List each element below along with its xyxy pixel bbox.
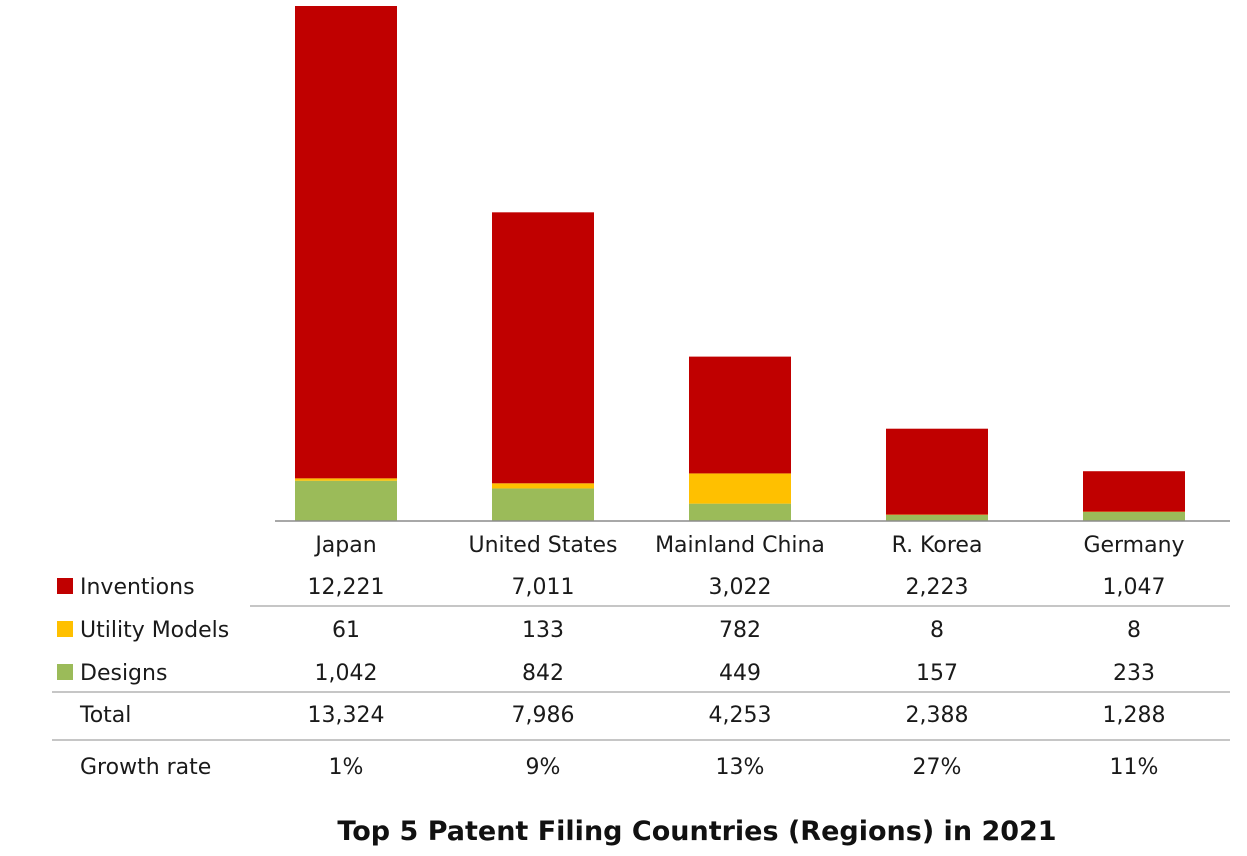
- bar-designs-r-korea: [886, 515, 988, 521]
- table-cell-designs-united-states: 842: [522, 661, 564, 686]
- legend-swatch-inventions: [57, 578, 73, 594]
- table-cell-total-united-states: 7,986: [512, 703, 575, 728]
- table-cell-growth-rate-mainland-china: 13%: [716, 755, 765, 780]
- category-label-germany: Germany: [1083, 533, 1184, 558]
- table-cell-inventions-united-states: 7,011: [512, 575, 575, 600]
- category-label-united-states: United States: [469, 533, 618, 558]
- table-cell-total-japan: 13,324: [308, 703, 385, 728]
- table-cell-inventions-mainland-china: 3,022: [709, 575, 772, 600]
- bar-designs-japan: [295, 481, 397, 521]
- bar-inventions-japan: [295, 6, 397, 478]
- data-table: Inventions 12,221 7,011 3,022 2,223 1,047 Util…: [52, 575, 1230, 780]
- bar-inventions-united-states: [492, 212, 594, 483]
- bar-utility-models-japan: [295, 478, 397, 480]
- table-cell-designs-mainland-china: 449: [719, 661, 761, 686]
- legend-label-inventions: Inventions: [80, 575, 195, 600]
- bar-utility-models-mainland-china: [689, 473, 791, 503]
- bar-designs-germany: [1083, 512, 1185, 521]
- table-cell-growth-rate-r-korea: 27%: [913, 755, 962, 780]
- table-cell-utility-models-united-states: 133: [522, 618, 564, 643]
- table-cell-total-germany: 1,288: [1103, 703, 1166, 728]
- category-label-mainland-china: Mainland China: [655, 533, 825, 558]
- table-cell-inventions-japan: 12,221: [308, 575, 385, 600]
- table-cell-designs-japan: 1,042: [315, 661, 378, 686]
- table-cell-total-mainland-china: 4,253: [709, 703, 772, 728]
- table-cell-designs-r-korea: 157: [916, 661, 958, 686]
- legend-label-designs: Designs: [80, 661, 167, 686]
- table-cell-utility-models-germany: 8: [1127, 618, 1141, 643]
- table-cell-growth-rate-united-states: 9%: [526, 755, 561, 780]
- bar-designs-mainland-china: [689, 504, 791, 521]
- legend-label-utility-models: Utility Models: [80, 618, 229, 643]
- bars-group: [295, 6, 1185, 521]
- legend-swatch-designs: [57, 664, 73, 680]
- table-cell-inventions-r-korea: 2,223: [906, 575, 969, 600]
- bar-inventions-r-korea: [886, 429, 988, 515]
- table-cell-growth-rate-japan: 1%: [329, 755, 364, 780]
- table-cell-utility-models-r-korea: 8: [930, 618, 944, 643]
- table-row-label-total: Total: [79, 703, 131, 728]
- bar-designs-united-states: [492, 488, 594, 521]
- category-labels: Japan United States Mainland China R. Korea…: [313, 533, 1184, 558]
- legend-swatch-utility-models: [57, 621, 73, 637]
- bar-inventions-mainland-china: [689, 357, 791, 474]
- table-cell-total-r-korea: 2,388: [906, 703, 969, 728]
- table-cell-growth-rate-germany: 11%: [1110, 755, 1159, 780]
- category-label-r-korea: R. Korea: [892, 533, 983, 558]
- category-label-japan: Japan: [313, 533, 376, 558]
- table-row-label-growth-rate: Growth rate: [80, 755, 211, 780]
- chart-title: Top 5 Patent Filing Countries (Regions) …: [337, 816, 1056, 847]
- table-cell-utility-models-mainland-china: 782: [719, 618, 761, 643]
- table-cell-utility-models-japan: 61: [332, 618, 360, 643]
- bar-utility-models-united-states: [492, 483, 594, 488]
- table-cell-designs-germany: 233: [1113, 661, 1155, 686]
- bar-inventions-germany: [1083, 471, 1185, 511]
- table-cell-inventions-germany: 1,047: [1103, 575, 1166, 600]
